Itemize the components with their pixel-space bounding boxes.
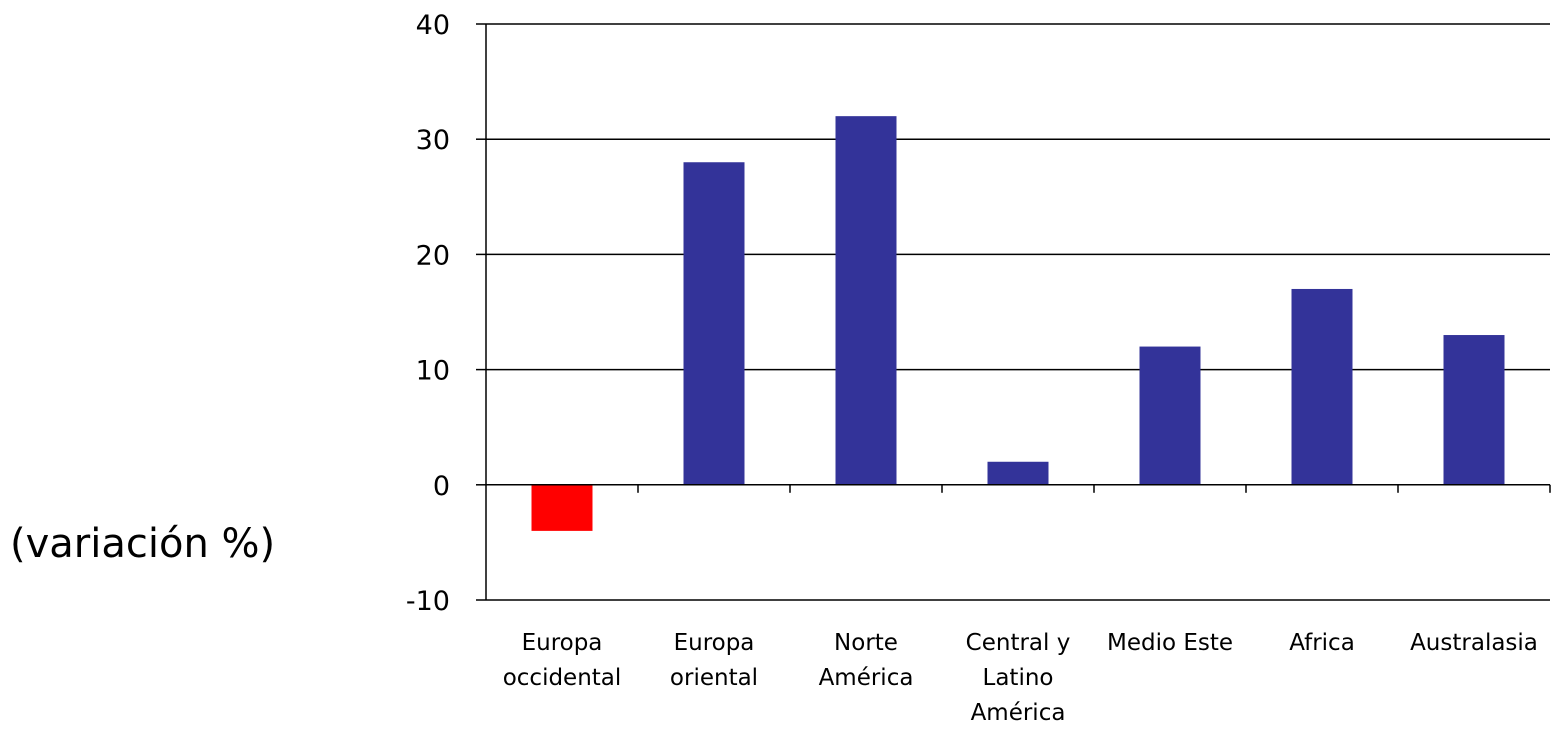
bar [1291, 288, 1353, 485]
x-category-label: Central y Latino América [966, 630, 1071, 726]
bar [1443, 335, 1505, 485]
bars [531, 116, 1505, 531]
x-category-label-line: Norte [834, 630, 898, 656]
x-category-label: Africa [1289, 630, 1355, 656]
x-category-label-line: oriental [670, 665, 758, 691]
x-category-label-line: Latino [983, 665, 1054, 691]
bar [683, 162, 745, 485]
bar [531, 484, 593, 531]
x-category-label-line: América [819, 665, 914, 691]
y-tick-label: 0 [433, 471, 450, 502]
y-tick-label: 40 [416, 10, 450, 41]
y-tick-label: 20 [416, 240, 450, 271]
y-tick-labels: -10 0 10 20 30 40 [406, 10, 450, 617]
x-category-label-line: Europa [522, 630, 603, 656]
bar [1139, 346, 1201, 485]
x-category-label-line: América [971, 700, 1066, 726]
gridlines [486, 23, 1550, 601]
x-category-label-line: Australasia [1410, 630, 1538, 656]
y-tick-label: -10 [406, 586, 450, 617]
x-category-label-line: Central y [966, 630, 1071, 656]
x-category-label: Europa oriental [670, 630, 758, 691]
x-category-label-line: Africa [1289, 630, 1355, 656]
x-category-label: Norte América [819, 630, 914, 691]
axes [476, 23, 1551, 601]
x-category-label-line: Europa [674, 630, 755, 656]
y-tick-label: 10 [416, 356, 450, 387]
y-tick-label: 30 [416, 125, 450, 156]
bar [987, 461, 1049, 485]
x-category-label-line: occidental [503, 665, 622, 691]
x-category-label: Europa occidental [503, 630, 622, 691]
bar [835, 116, 897, 485]
x-category-label: Medio Este [1107, 630, 1233, 656]
x-category-label-line: Medio Este [1107, 630, 1233, 656]
x-category-labels: Europa occidental Europa oriental Norte Améri… [503, 630, 1538, 726]
y-axis-label: (variación %) [10, 521, 275, 567]
x-category-label: Australasia [1410, 630, 1538, 656]
